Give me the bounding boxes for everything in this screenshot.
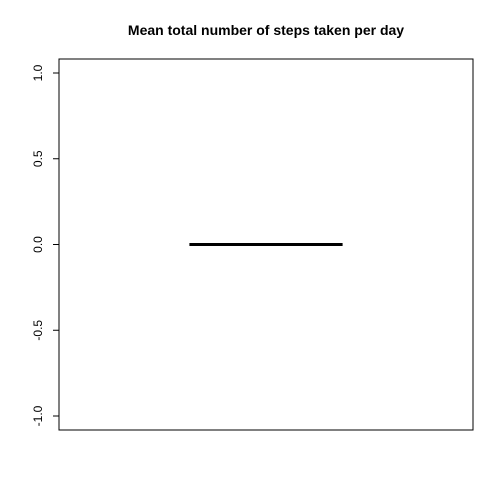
y-tick-label: 0.5 — [31, 150, 45, 167]
y-tick-label: -0.5 — [31, 320, 45, 341]
y-tick-label: 0.0 — [31, 236, 45, 253]
y-axis-ticks: -1.0 -0.5 0.0 0.5 1.0 — [31, 64, 59, 426]
chart-title: Mean total number of steps taken per day — [128, 22, 404, 38]
y-tick-label: -1.0 — [31, 405, 45, 426]
y-tick-label: 1.0 — [31, 64, 45, 81]
